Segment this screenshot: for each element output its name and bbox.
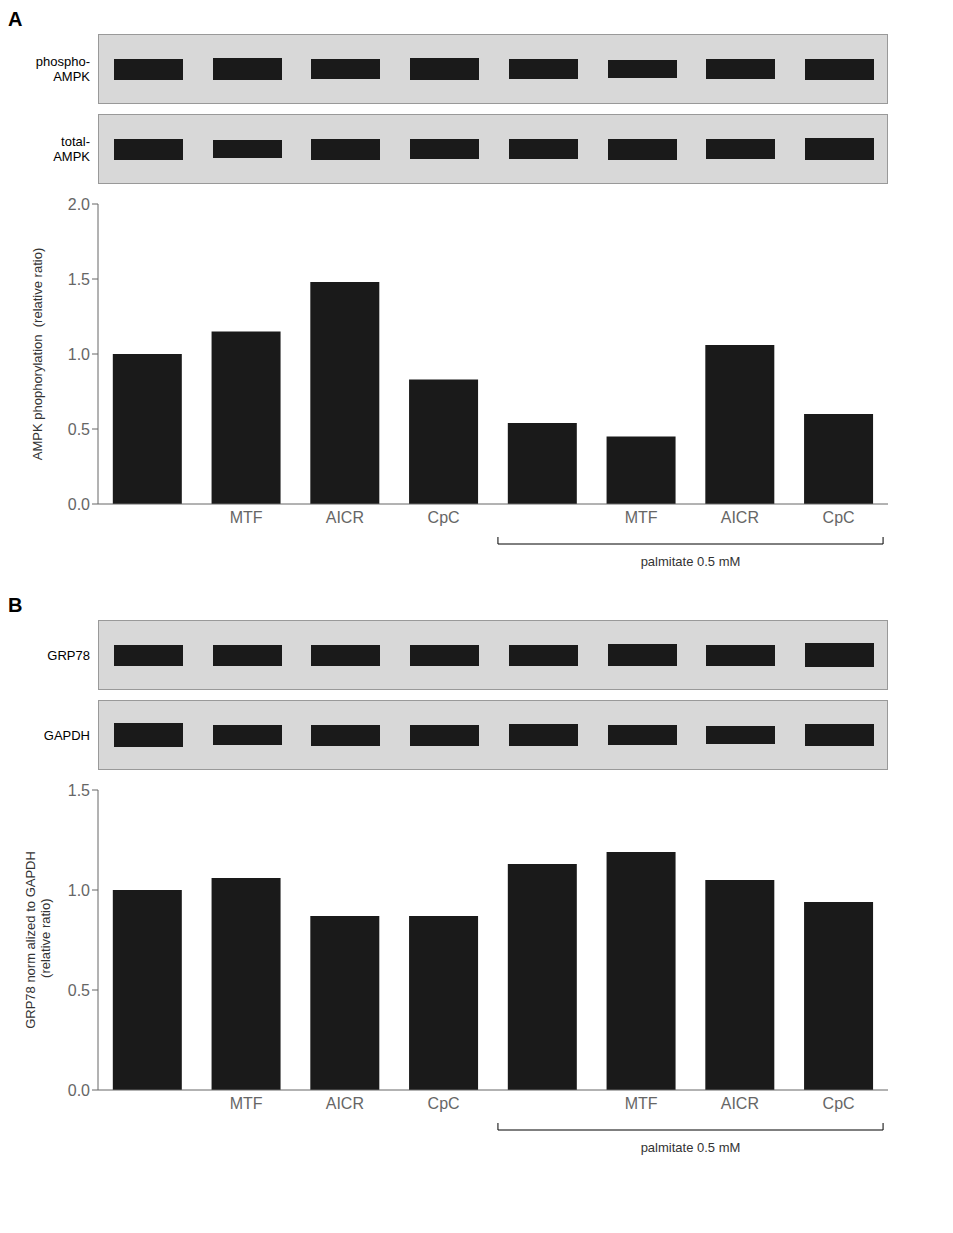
svg-text:AICR: AICR bbox=[326, 509, 364, 526]
svg-text:AICR: AICR bbox=[721, 509, 759, 526]
svg-text:MTF: MTF bbox=[230, 509, 263, 526]
svg-text:CpC: CpC bbox=[428, 1095, 460, 1112]
html-text:total- AMPK: total- AMPK bbox=[53, 134, 90, 164]
svg-text:palmitate 0.5 mM: palmitate 0.5 mM bbox=[641, 1140, 741, 1155]
svg-text:1.0: 1.0 bbox=[68, 346, 90, 363]
html-text:B: B bbox=[8, 594, 23, 616]
svg-text:AICR: AICR bbox=[721, 1095, 759, 1112]
svg-text:MTF: MTF bbox=[625, 509, 658, 526]
html-text:GAPDH: GAPDH bbox=[43, 727, 90, 743]
svg-text:1.0: 1.0 bbox=[68, 882, 90, 899]
svg-text:0.0: 0.0 bbox=[68, 1082, 90, 1099]
html-text:A: A bbox=[8, 8, 23, 30]
svg-text:MTF: MTF bbox=[625, 1095, 658, 1112]
svg-text:MTF: MTF bbox=[230, 1095, 263, 1112]
svg-text:1.5: 1.5 bbox=[68, 271, 90, 288]
svg-text:CpC: CpC bbox=[428, 509, 460, 526]
svg-text:AICR: AICR bbox=[326, 1095, 364, 1112]
svg-text:AMPK phophorylation (relative: AMPK phophorylation (relative ratio) bbox=[30, 248, 45, 460]
svg-text:CpC: CpC bbox=[823, 509, 855, 526]
svg-text:1.5: 1.5 bbox=[68, 782, 90, 799]
svg-text:CpC: CpC bbox=[823, 1095, 855, 1112]
svg-text:2.0: 2.0 bbox=[68, 196, 90, 213]
svg-text:GRP78 norm alized to GAPDH (re: GRP78 norm alized to GAPDH (relative rat… bbox=[23, 851, 53, 1029]
html-text:phospho- AMPK: phospho- AMPK bbox=[35, 54, 90, 84]
svg-text:0.5: 0.5 bbox=[68, 421, 90, 438]
svg-text:palmitate 0.5 mM: palmitate 0.5 mM bbox=[641, 554, 741, 569]
svg-text:0.5: 0.5 bbox=[68, 982, 90, 999]
svg-text:0.0: 0.0 bbox=[68, 496, 90, 513]
html-text:GRP78: GRP78 bbox=[47, 647, 90, 663]
